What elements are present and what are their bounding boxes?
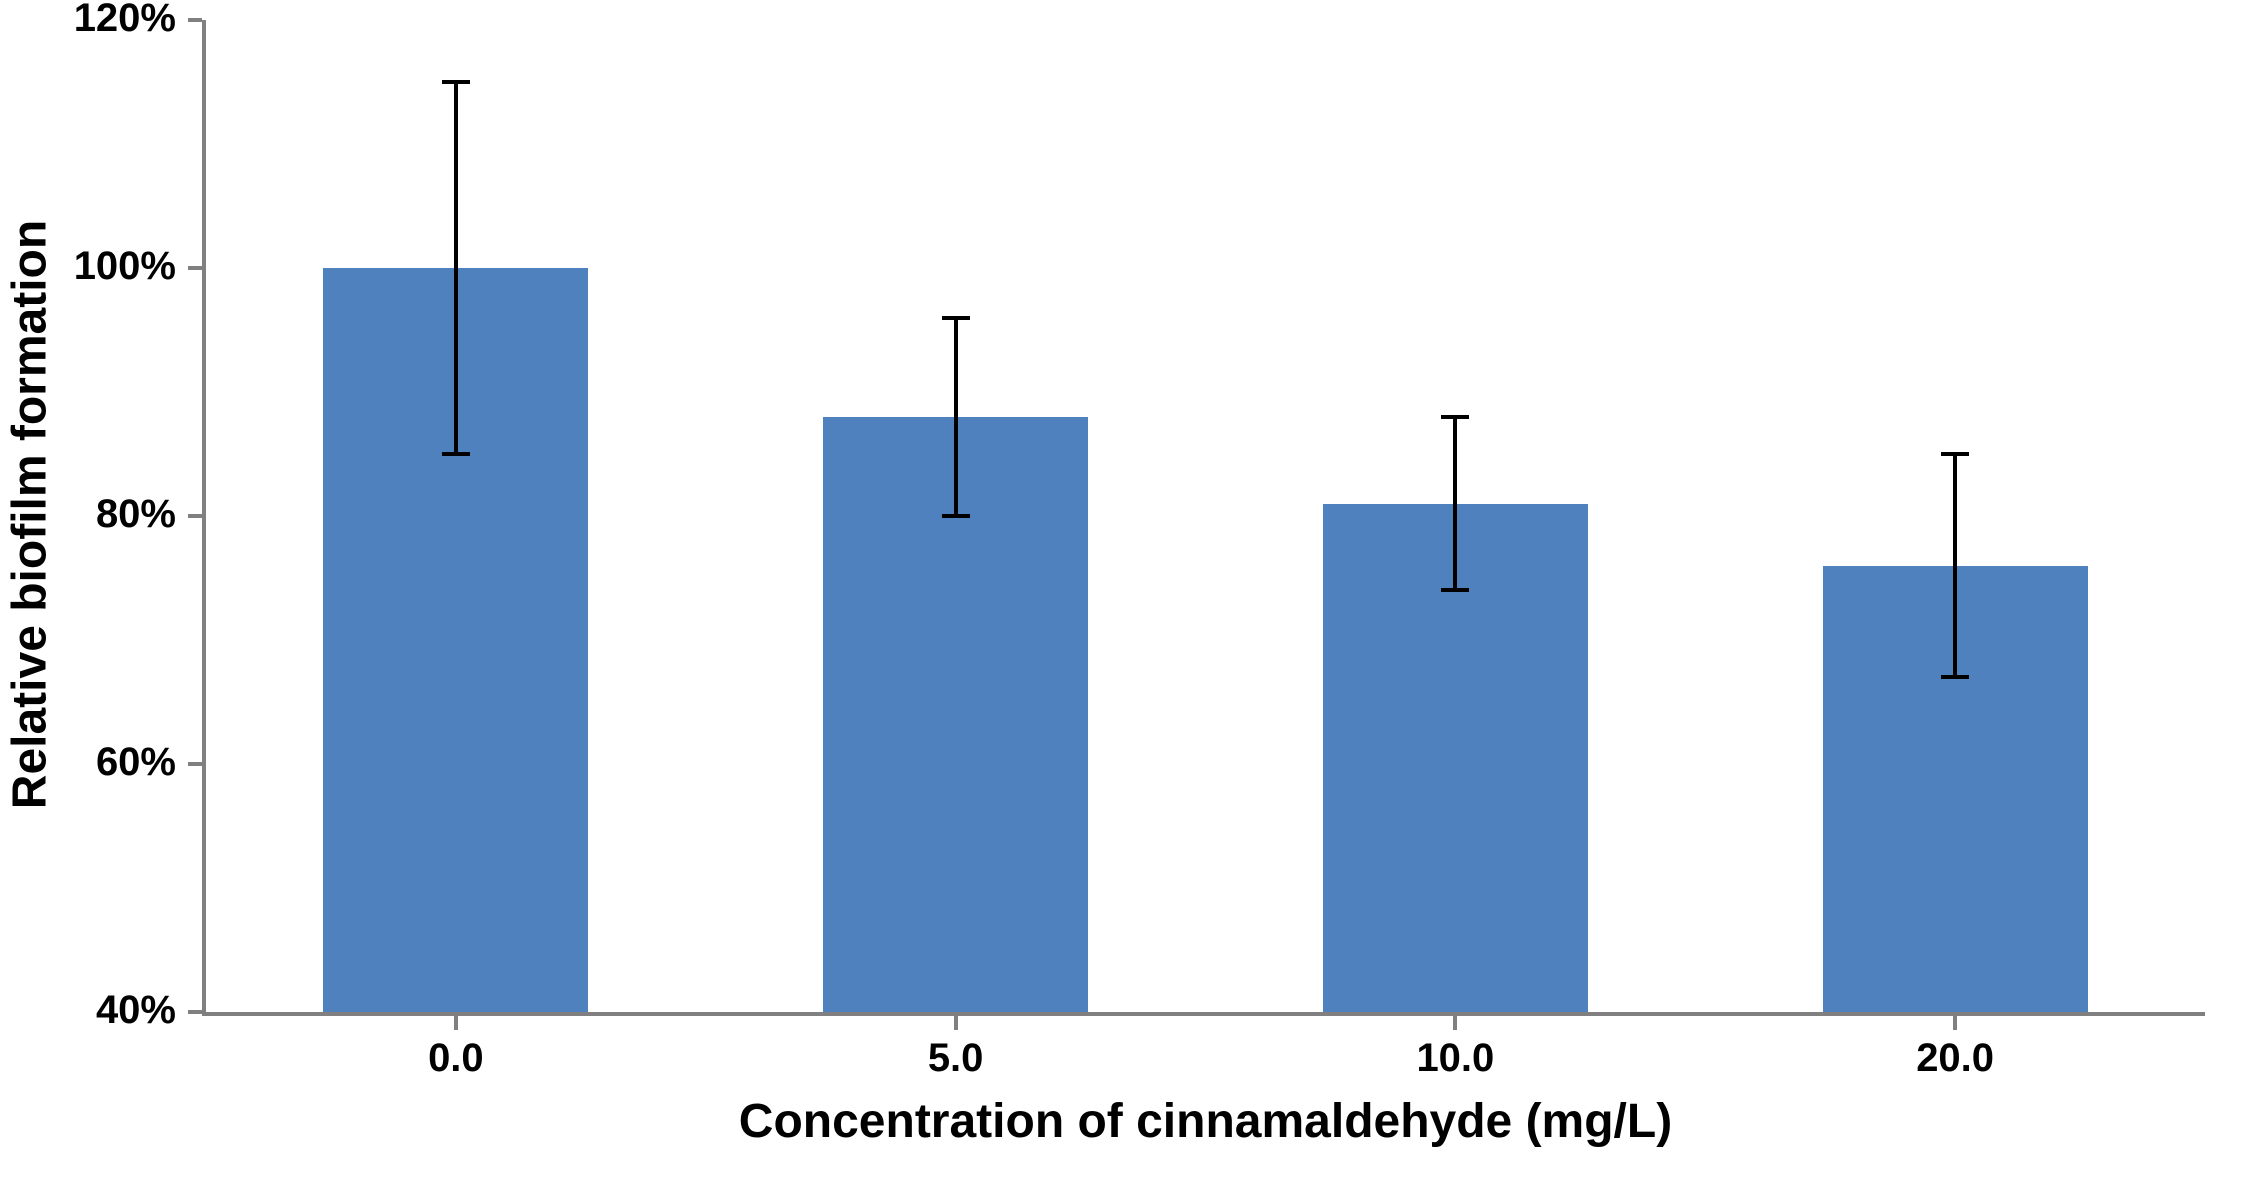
error-cap-top [1941, 452, 1969, 456]
y-tick-label: 120% [36, 0, 176, 41]
error-cap-top [1441, 415, 1469, 419]
x-axis-label: Concentration of cinnamaldehyde (mg/L) [206, 1094, 2205, 1149]
x-tick-label: 5.0 [836, 1036, 1076, 1081]
x-tick [954, 1016, 958, 1030]
y-tick [188, 762, 202, 766]
y-tick [188, 1010, 202, 1014]
x-tick-label: 0.0 [336, 1036, 576, 1081]
biofilm-bar-chart: 40%60%80%100%120%Relative biofilm format… [0, 0, 2244, 1181]
error-bar [1953, 454, 1957, 677]
y-tick-label: 40% [36, 988, 176, 1033]
x-tick-label: 10.0 [1335, 1036, 1575, 1081]
error-cap-bottom [1441, 588, 1469, 592]
error-cap-bottom [942, 514, 970, 518]
x-tick [454, 1016, 458, 1030]
x-tick-label: 20.0 [1835, 1036, 2075, 1081]
error-cap-bottom [442, 452, 470, 456]
error-bar [454, 82, 458, 454]
error-cap-bottom [1941, 675, 1969, 679]
y-tick [188, 514, 202, 518]
error-cap-top [442, 80, 470, 84]
error-bar [1453, 417, 1457, 591]
y-axis-label: Relative biofilm formation [3, 65, 58, 965]
y-tick [188, 266, 202, 270]
y-tick [188, 18, 202, 22]
x-tick [1953, 1016, 1957, 1030]
x-axis-line [202, 1012, 2205, 1016]
error-bar [954, 318, 958, 516]
error-cap-top [942, 316, 970, 320]
y-axis-line [202, 20, 206, 1016]
x-tick [1453, 1016, 1457, 1030]
